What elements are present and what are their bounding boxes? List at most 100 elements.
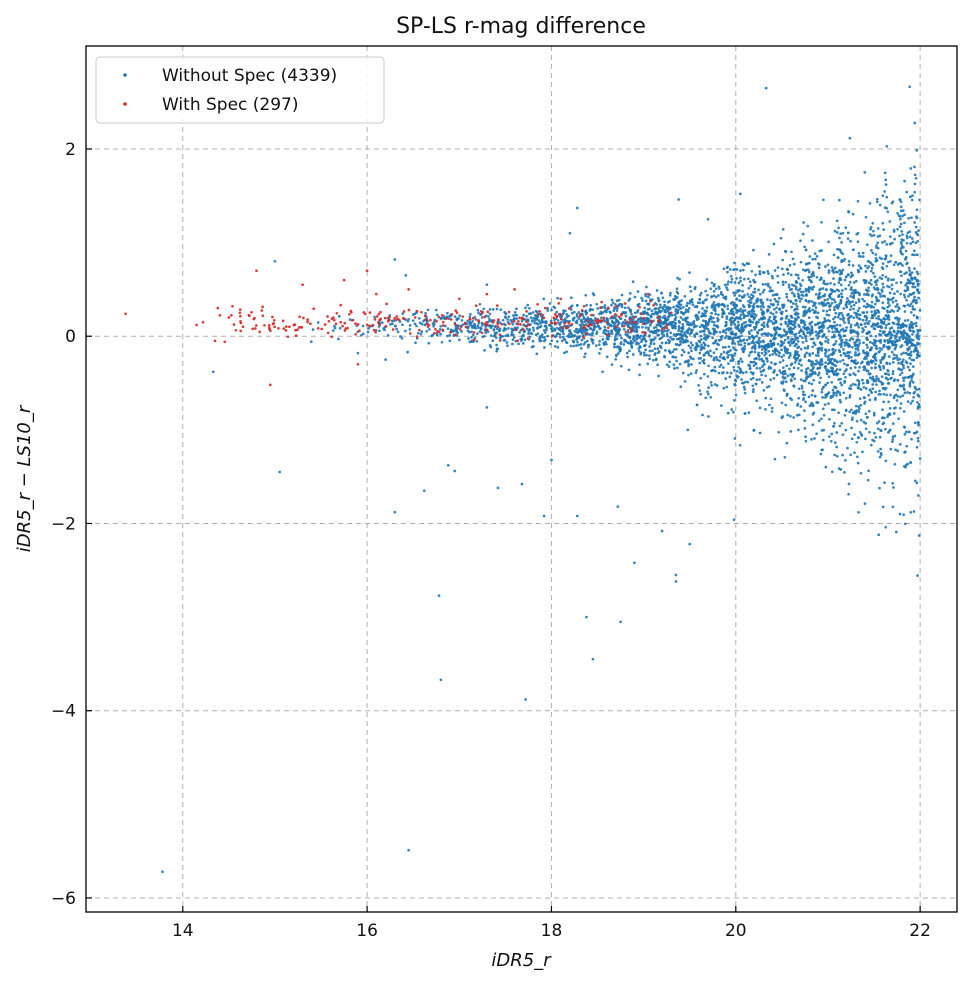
without-spec-point [858,366,861,369]
without-spec-point [712,341,715,345]
without-spec-point [620,303,624,306]
with-spec-point [268,326,271,330]
without-spec-point [733,323,737,326]
without-spec-point [849,288,853,291]
without-spec-point [702,319,705,323]
without-spec-point [647,334,651,338]
without-spec-point [837,281,841,284]
without-spec-point [739,307,742,311]
without-spec-point [872,233,876,237]
without-spec-point [857,384,861,387]
without-spec-point [796,292,800,296]
without-spec-point [746,293,750,296]
without-spec-point [867,393,871,397]
without-spec-point [612,327,616,331]
without-spec-point [806,268,810,272]
without-spec-point [599,347,603,351]
without-spec-point [833,315,837,319]
without-spec-point [743,263,746,267]
without-spec-point [677,198,680,201]
without-spec-point [902,329,906,332]
without-spec-point [683,294,687,298]
without-spec-point [896,326,900,330]
with-spec-point [365,269,369,273]
without-spec-point [900,335,903,339]
without-spec-point [698,297,701,301]
without-spec-point [781,228,785,231]
without-spec-point [736,316,740,320]
with-spec-point [238,308,242,311]
without-spec-point [907,375,911,379]
without-spec-point [752,428,756,432]
without-spec-point [633,561,636,565]
without-spec-point [731,300,734,304]
without-spec-point [820,349,824,352]
without-spec-point [916,407,920,410]
without-spec-point [784,280,788,284]
without-spec-point [480,321,484,325]
without-spec-point [851,248,855,252]
without-spec-point [830,432,834,436]
without-spec-point [730,277,734,281]
without-spec-point [844,396,848,400]
without-spec-point [788,319,792,323]
without-spec-point [577,330,580,333]
without-spec-point [759,370,763,373]
without-spec-point [820,387,824,391]
without-spec-point [885,264,889,268]
without-spec-point [849,325,853,329]
without-spec-point [816,347,820,351]
with-spec-point [495,304,499,307]
without-spec-point [903,310,907,313]
without-spec-point [471,333,475,337]
without-spec-point [891,482,895,485]
without-spec-point [867,409,871,413]
without-spec-point [674,580,678,583]
without-spec-point [733,294,737,297]
with-spec-point [372,328,376,332]
without-spec-point [750,296,754,300]
without-spec-point [855,331,859,335]
without-spec-point [895,316,899,320]
without-spec-point [781,280,785,284]
with-spec-point [239,321,243,325]
without-spec-point [837,348,841,352]
with-spec-point [507,310,511,314]
without-spec-point [460,319,464,322]
without-spec-point [916,233,920,237]
without-spec-point [780,343,783,347]
with-spec-point [650,320,654,324]
without-spec-point [675,343,679,346]
without-spec-point [814,323,817,327]
with-spec-point [241,325,245,329]
without-spec-point [628,336,632,339]
without-spec-point [868,319,871,323]
grid [86,46,957,912]
without-spec-point [600,316,603,320]
with-spec-point [309,322,312,326]
without-spec-point [446,334,449,338]
without-spec-point [839,251,843,254]
without-spec-point [712,351,716,355]
without-spec-point [675,359,678,363]
without-spec-point [807,330,811,334]
without-spec-point [498,327,502,331]
without-spec-point [649,315,653,319]
legend-box [95,56,385,124]
x-tick-label: 16 [356,921,378,941]
without-spec-point [914,321,918,325]
without-spec-point [808,299,811,303]
without-spec-point [891,361,895,364]
without-spec-point [821,287,825,290]
without-spec-point [816,367,819,370]
without-spec-point [807,290,811,293]
without-spec-point [815,432,818,436]
without-spec-point [870,310,874,314]
with-spec-point [606,326,610,330]
without-spec-point [835,394,838,397]
without-spec-point [758,269,762,273]
without-spec-point [543,338,547,342]
with-spec-point [277,327,280,330]
with-spec-point [561,326,564,329]
without-spec-point [550,326,554,329]
